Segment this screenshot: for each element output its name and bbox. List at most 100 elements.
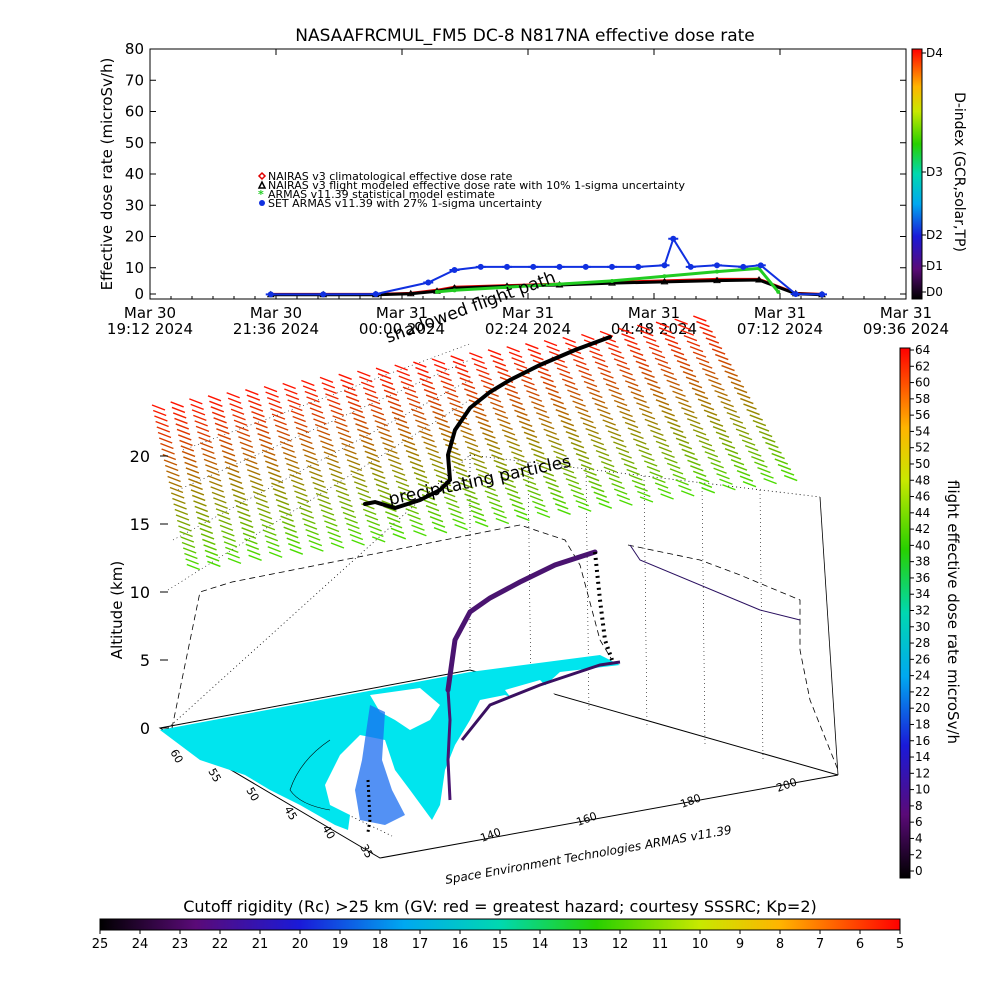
ribbon-hatch xyxy=(545,434,560,441)
ribbon-hatch xyxy=(542,381,557,388)
ribbon-hatch xyxy=(509,398,523,405)
ribbon-hatch xyxy=(580,464,595,471)
ribbon-hatch xyxy=(289,404,303,412)
ribbon-hatch xyxy=(658,327,673,334)
ribbon-hatch xyxy=(227,557,242,565)
ribbon-hatch xyxy=(624,421,639,429)
ribbon-hatch xyxy=(690,465,704,472)
ribbon-hatch xyxy=(723,406,737,413)
z-tick-group: 0 5 10 15 20 xyxy=(130,447,168,738)
ribbon-hatch xyxy=(678,401,692,408)
ribbon-hatch xyxy=(689,345,704,353)
data-point xyxy=(776,289,781,294)
ribbon-hatch xyxy=(302,385,317,392)
ribbon-hatch xyxy=(594,402,608,410)
ribbon-hatch xyxy=(674,318,688,325)
dose-colorbar-tick-label: 44 xyxy=(915,506,930,520)
ribbon-hatch xyxy=(311,412,325,420)
ribbon-hatch xyxy=(329,536,343,544)
ribbon-hatch xyxy=(407,513,421,520)
shadow-outline-left xyxy=(171,524,613,729)
ribbon-hatch xyxy=(633,396,647,404)
ribbon-hatch xyxy=(561,378,576,385)
ribbon-hatch xyxy=(364,514,379,521)
ribbon-hatch xyxy=(695,356,710,364)
latitude-tick-label: 45 xyxy=(281,804,299,823)
ribbon-hatch xyxy=(166,470,180,477)
ribbon-hatch xyxy=(260,518,274,525)
ribbon-hatch xyxy=(193,414,207,422)
ribbon-hatch xyxy=(258,513,273,520)
ribbon-hatch xyxy=(211,491,226,499)
ribbon-hatch xyxy=(621,333,635,340)
shadowed-flight-path-vertical xyxy=(445,549,598,693)
ribbon-hatch xyxy=(605,341,619,349)
ribbon-hatch xyxy=(388,458,402,465)
ribbon-hatch xyxy=(452,360,467,368)
ribbon-hatch xyxy=(284,532,299,539)
ribbon-hatch xyxy=(704,451,719,458)
ribbon-hatch xyxy=(645,341,660,348)
ribbon-hatch xyxy=(525,343,539,350)
cutoff-colorbar xyxy=(99,918,901,931)
ribbon-hatch xyxy=(261,449,276,456)
ribbon-hatch xyxy=(184,461,198,469)
ribbon-hatch xyxy=(669,468,684,475)
ribbon-hatch xyxy=(658,404,673,411)
ribbon-hatch xyxy=(434,416,448,423)
ribbon-hatch xyxy=(266,540,280,547)
ribbon-hatch xyxy=(577,411,592,418)
ribbon-hatch xyxy=(655,321,670,328)
ribbon-hatch xyxy=(567,389,581,396)
ribbon-hatch xyxy=(235,425,249,432)
z-tick-label: 10 xyxy=(130,583,150,602)
ribbon-hatch xyxy=(642,335,657,342)
x-tick-label-date: Mar 30 xyxy=(124,304,176,322)
ribbon-hatch xyxy=(381,384,396,391)
y-tick-label: 50 xyxy=(125,134,144,152)
latitude-tick-label: 35 xyxy=(357,842,375,861)
legend-label: NAIRAS v3 climatological effective dose … xyxy=(268,170,513,183)
cutoff-colorbar-tick-label: 6 xyxy=(856,937,864,952)
ribbon-hatch xyxy=(380,436,394,443)
ribbon-hatch xyxy=(349,406,364,413)
ribbon-hatch xyxy=(527,348,542,355)
ribbon-hatch xyxy=(580,416,594,424)
ribbon-hatch xyxy=(393,417,408,424)
ribbon-hatch xyxy=(186,563,201,571)
ribbon-hatch xyxy=(172,497,186,505)
ribbon-hatch xyxy=(316,429,331,436)
ribbon-hatch xyxy=(635,443,650,451)
ribbon-hatch xyxy=(433,468,448,476)
map-landmass-islands xyxy=(505,680,555,710)
ribbon-hatch xyxy=(312,481,326,489)
map-coastline xyxy=(289,739,331,811)
ribbon-hatch xyxy=(641,371,655,378)
ribbon-hatch xyxy=(289,473,303,481)
ribbon-hatch xyxy=(763,477,777,485)
cutoff-colorbar-tick-label: 22 xyxy=(212,937,229,952)
ribbon-hatch xyxy=(611,394,625,401)
ribbon-hatch xyxy=(268,551,283,558)
shadowed-flight-path-lower xyxy=(460,660,621,741)
ribbon-hatch xyxy=(411,466,426,473)
ribbon-hatch xyxy=(543,428,557,435)
ribbon-hatch xyxy=(493,512,507,519)
ribbon-hatch xyxy=(513,456,527,464)
ribbon-hatch xyxy=(377,489,392,496)
ribbon-hatch xyxy=(448,507,462,514)
ribbon-hatch xyxy=(650,429,664,437)
ribbon-hatch xyxy=(718,437,733,444)
x-tick-label-date: Mar 31 xyxy=(502,304,554,322)
ribbon-hatch xyxy=(608,347,622,354)
ribbon-hatch xyxy=(284,388,298,395)
ribbon-hatch xyxy=(178,525,192,532)
ribbon-hatch xyxy=(667,343,682,350)
ribbon-hatch xyxy=(476,368,490,376)
data-point xyxy=(406,289,415,297)
ribbon-hatch xyxy=(206,469,220,477)
legend-label: NAIRAS v3 flight modeled effective dose … xyxy=(268,179,685,192)
ribbon-hatch xyxy=(287,468,302,475)
ribbon-hatch xyxy=(405,450,420,457)
shadowed-flight-ground xyxy=(366,779,372,833)
